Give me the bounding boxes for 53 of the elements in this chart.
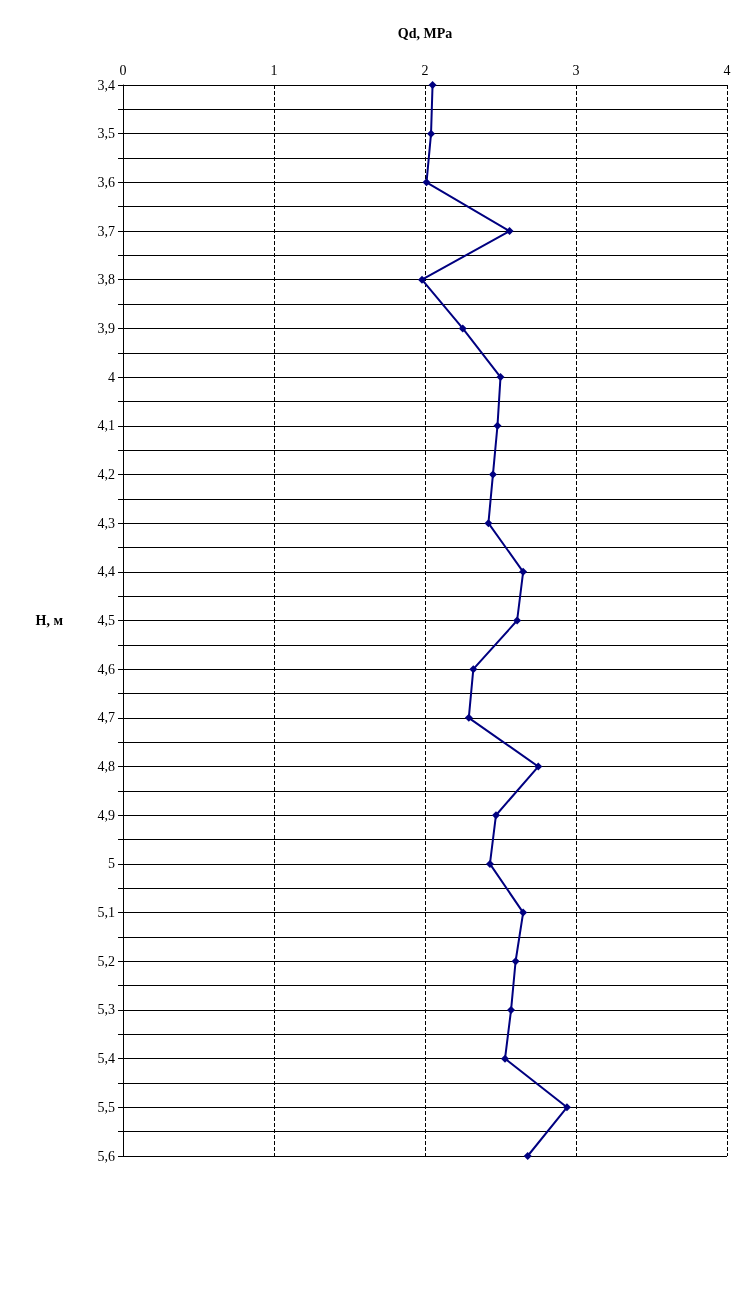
y-tick-label: 4,5: [97, 613, 115, 628]
point: [458, 324, 467, 333]
point: [519, 567, 528, 576]
x-tick-label: 0: [119, 62, 127, 78]
x-axis-title: Qd, MPa: [397, 25, 453, 41]
point: [501, 1054, 510, 1063]
y-tick-label: 5,3: [97, 1002, 115, 1018]
y-tick-label: 5,1: [97, 905, 115, 921]
y-tick-label: 3,4: [97, 77, 115, 93]
y-tick-label: 3,8: [97, 272, 115, 288]
point: [511, 957, 520, 966]
y-tick-label: 5: [108, 856, 115, 872]
point: [491, 811, 500, 820]
x-tick-label: 3: [572, 62, 580, 78]
y-tick-label: 4,7: [97, 710, 115, 726]
y-tick-label: 3,9: [97, 320, 115, 336]
y-tick-label: 3,5: [97, 126, 115, 142]
point: [496, 373, 505, 382]
y-tick-label: 4,9: [97, 807, 115, 823]
y-tick-label: 4,2: [97, 466, 115, 482]
point: [464, 713, 473, 722]
point: [428, 81, 437, 89]
y-tick-label: 4,3: [97, 515, 115, 531]
y-tick-label: 3,6: [97, 174, 115, 190]
point: [534, 762, 543, 771]
y-tick-label: 4,8: [97, 759, 115, 775]
point: [417, 275, 426, 284]
point: [469, 665, 478, 674]
point: [484, 519, 493, 528]
x-tick-label: 4: [723, 62, 731, 78]
point: [523, 1152, 532, 1160]
x-tick-label: 1: [270, 62, 278, 78]
point: [427, 129, 436, 138]
point: [488, 470, 497, 479]
y-tick-label: 5,2: [97, 953, 115, 969]
y-tick-label: 4,1: [97, 418, 115, 434]
y-tick-label: 4,4: [97, 564, 115, 580]
y-tick-label: 4: [108, 369, 115, 385]
point: [493, 421, 502, 430]
point: [562, 1103, 571, 1112]
point: [422, 178, 431, 187]
y-axis-title: H, м: [35, 613, 64, 628]
point: [507, 1005, 516, 1014]
point: [513, 616, 522, 625]
y-tick-label: 4,6: [97, 661, 115, 677]
point: [485, 859, 494, 868]
point: [505, 227, 514, 236]
x-tick-label: 2: [421, 62, 429, 78]
y-tick-label: 5,5: [97, 1099, 115, 1115]
point: [519, 908, 528, 917]
y-tick-label: 5,6: [97, 1148, 115, 1164]
y-tick-label: 5,4: [97, 1051, 115, 1067]
y-tick-label: 3,7: [97, 223, 115, 239]
